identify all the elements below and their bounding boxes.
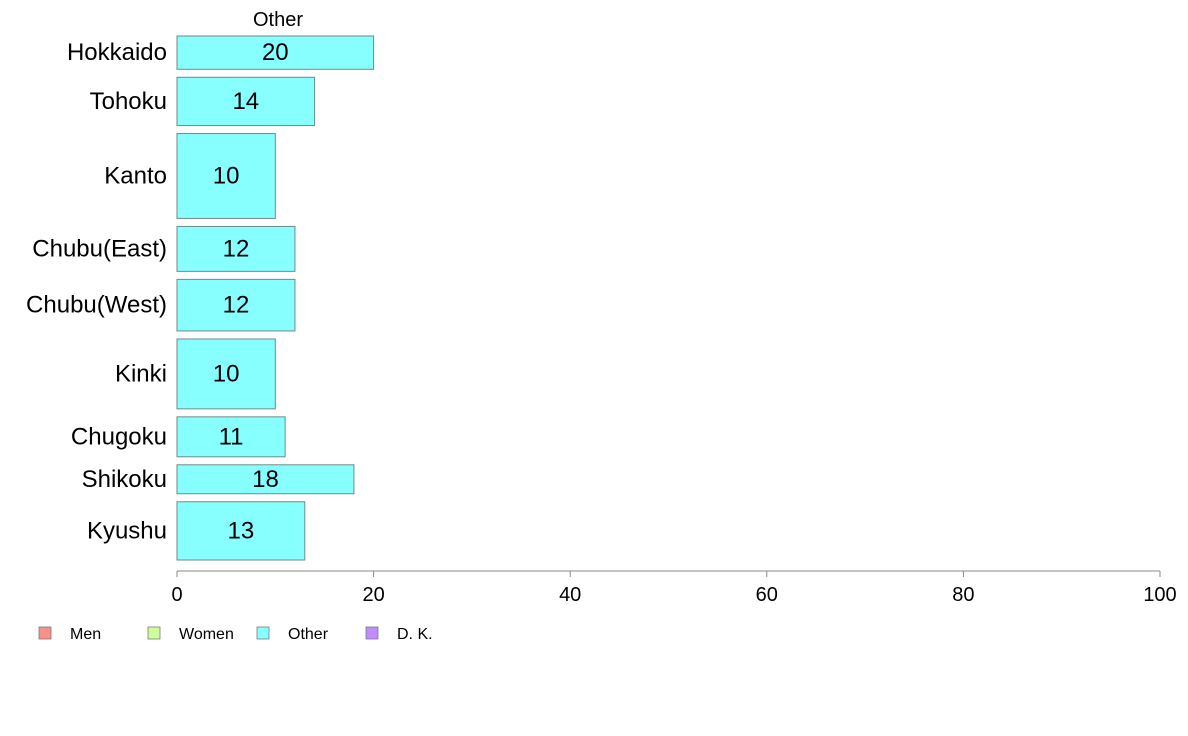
bar-value-label: 10 bbox=[213, 162, 240, 189]
bar-value-label: 18 bbox=[252, 466, 279, 493]
bars-group bbox=[176, 35, 375, 561]
x-tick-label: 100 bbox=[1143, 584, 1176, 606]
legend-swatch bbox=[147, 626, 161, 640]
bar-chubu-east- bbox=[176, 225, 296, 272]
category-label: Kanto bbox=[104, 162, 167, 189]
bar-value-label: 11 bbox=[219, 423, 244, 450]
legend-swatch bbox=[38, 626, 52, 640]
bar-chugoku bbox=[176, 416, 286, 458]
bar-tohoku bbox=[176, 76, 316, 127]
legend-swatch bbox=[365, 626, 379, 640]
category-label: Tohoku bbox=[90, 88, 167, 115]
legend: Men Women Other D. K. bbox=[38, 626, 433, 643]
category-label: Kinki bbox=[115, 360, 167, 387]
category-label: Chubu(East) bbox=[32, 235, 167, 262]
x-axis-ticks: 0 20 40 60 80 100 bbox=[171, 571, 1177, 606]
category-label: Chugoku bbox=[71, 423, 167, 450]
panel-title: Other bbox=[253, 9, 303, 31]
bar-value-label: 14 bbox=[232, 88, 259, 115]
category-labels: Hokkaido Tohoku Kanto Chubu(East) Chubu(West… bbox=[26, 39, 167, 544]
bar-kinki bbox=[176, 338, 276, 410]
bar-chubu-west- bbox=[176, 278, 296, 332]
x-tick-label: 20 bbox=[362, 584, 384, 606]
bar-value-label: 12 bbox=[223, 292, 250, 319]
bar-value-label: 10 bbox=[213, 360, 240, 387]
bar-shikoku bbox=[176, 464, 355, 495]
bar-value-label: 12 bbox=[223, 235, 250, 262]
category-label: Hokkaido bbox=[67, 39, 167, 66]
legend-label: Other bbox=[288, 626, 329, 643]
legend-label: D. K. bbox=[397, 626, 433, 643]
category-label: Shikoku bbox=[82, 466, 167, 493]
category-label: Kyushu bbox=[87, 517, 167, 544]
x-tick-label: 0 bbox=[171, 584, 182, 606]
bar-value-label: 20 bbox=[262, 39, 289, 66]
x-tick-label: 60 bbox=[756, 584, 778, 606]
bar-value-label: 13 bbox=[228, 517, 255, 544]
legend-swatch bbox=[256, 626, 270, 640]
legend-label: Women bbox=[179, 626, 234, 643]
legend-label: Men bbox=[70, 626, 101, 643]
x-tick-label: 40 bbox=[559, 584, 581, 606]
bar-hokkaido bbox=[176, 35, 375, 70]
category-label: Chubu(West) bbox=[26, 292, 167, 319]
bar-kanto bbox=[176, 133, 276, 219]
x-tick-label: 80 bbox=[952, 584, 974, 606]
bar-kyushu bbox=[176, 501, 306, 561]
